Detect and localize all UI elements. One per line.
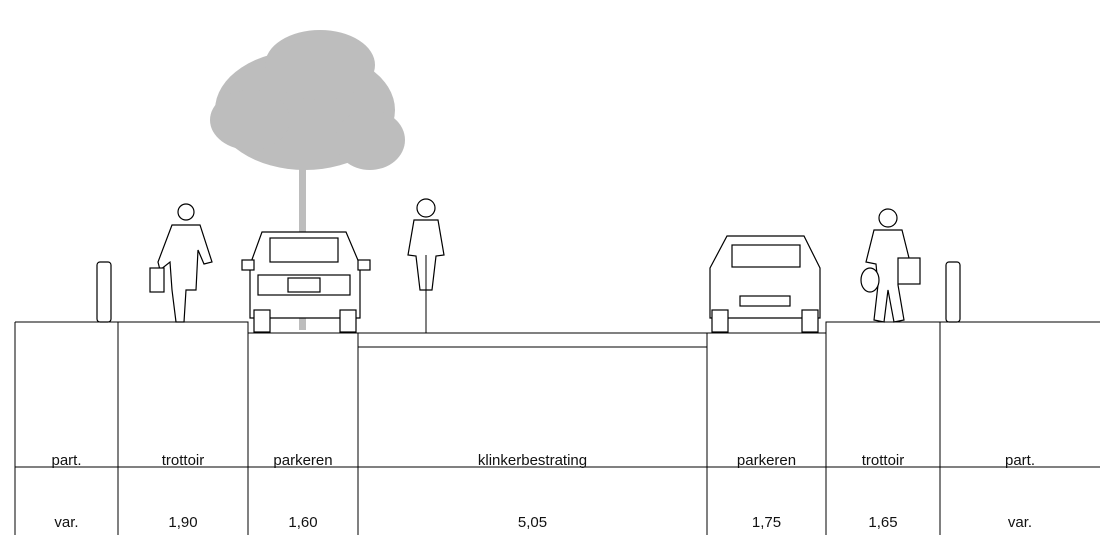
section-width: var. [54,514,78,531]
section-width: 1,65 [868,514,897,531]
bollard [96,261,112,323]
pedestrian [860,208,921,323]
section-label: parkeren [737,452,796,469]
section-width: 5,05 [518,514,547,531]
section-label: part. [1005,452,1035,469]
section-label: parkeren [273,452,332,469]
section-width: 1,60 [288,514,317,531]
profile [14,321,1100,535]
car-front [241,231,371,333]
section-label: trottoir [162,452,205,469]
section-label: klinkerbestrating [478,452,587,469]
section-width: var. [1008,514,1032,531]
section-width: 1,90 [168,514,197,531]
section-label: trottoir [862,452,905,469]
pedestrian [149,203,213,323]
section-width: 1,75 [752,514,781,531]
bollard [945,261,961,323]
cyclist [407,198,445,333]
section-label: part. [51,452,81,469]
car-rear [709,235,821,333]
tree [210,30,405,330]
